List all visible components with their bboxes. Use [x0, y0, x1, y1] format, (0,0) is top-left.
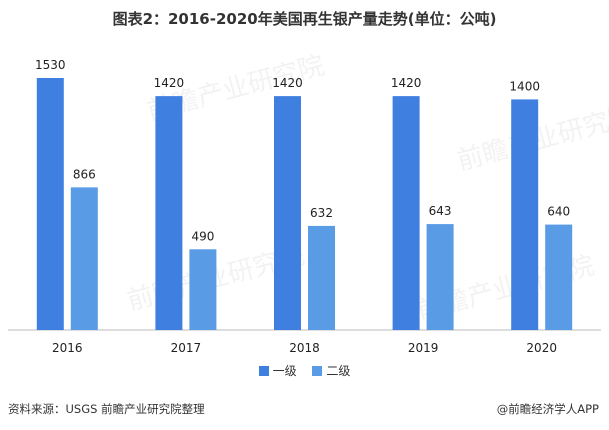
bar-second-2016	[70, 187, 98, 330]
legend-item-second[interactable]: 二级	[312, 362, 350, 379]
legend-label-second: 二级	[326, 364, 351, 378]
data-label-second-2019: 643	[429, 204, 452, 218]
chart-title: 图表2：2016-2020年美国再生银产量走势(单位：公吨)	[112, 10, 497, 28]
data-label-second-2016: 866	[73, 167, 96, 181]
bar-second-2017	[189, 249, 217, 330]
data-label-first-2016: 1530	[35, 58, 66, 72]
data-label-first-2019: 1420	[391, 76, 422, 90]
x-tick-2016: 2016	[52, 341, 83, 355]
data-label-second-2020: 640	[547, 205, 570, 219]
bar-first-2018	[274, 96, 301, 330]
data-label-first-2017: 1420	[154, 76, 185, 90]
legend-label-first: 一级	[272, 364, 297, 378]
legend-item-first[interactable]: 一级	[258, 362, 297, 379]
data-label-first-2020: 1400	[509, 79, 540, 93]
x-tick-2018: 2018	[289, 341, 320, 355]
bar-second-2019	[426, 224, 454, 330]
legend-swatch-first	[258, 365, 269, 376]
source-note: 资料来源：USGS 前瞻产业研究院整理	[8, 402, 205, 416]
bar-first-2019	[392, 96, 420, 330]
bar-first-2016	[36, 78, 64, 330]
x-tick-2017: 2017	[171, 341, 202, 355]
brand-credit: @前瞻经济学人APP	[496, 402, 599, 416]
data-label-second-2017: 490	[191, 229, 214, 243]
bar-first-2020	[511, 99, 539, 330]
bar-first-2017	[155, 96, 183, 330]
data-label-second-2018: 632	[310, 206, 333, 220]
legend-swatch-second	[312, 365, 323, 376]
bar-second-2020	[545, 224, 573, 330]
legend: 一级 二级	[0, 362, 609, 379]
bar-chart: 前瞻产业研究院前瞻产业研究院前瞻产业研究院前瞻产业研究院153086620161…	[8, 51, 609, 355]
bar-second-2018	[308, 225, 335, 330]
x-tick-2019: 2019	[408, 341, 439, 355]
data-label-first-2018: 1420	[272, 76, 303, 90]
x-tick-2020: 2020	[526, 341, 557, 355]
